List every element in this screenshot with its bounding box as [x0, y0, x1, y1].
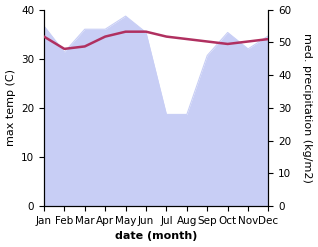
X-axis label: date (month): date (month): [115, 231, 197, 242]
Y-axis label: med. precipitation (kg/m2): med. precipitation (kg/m2): [302, 33, 313, 183]
Y-axis label: max temp (C): max temp (C): [5, 69, 16, 146]
